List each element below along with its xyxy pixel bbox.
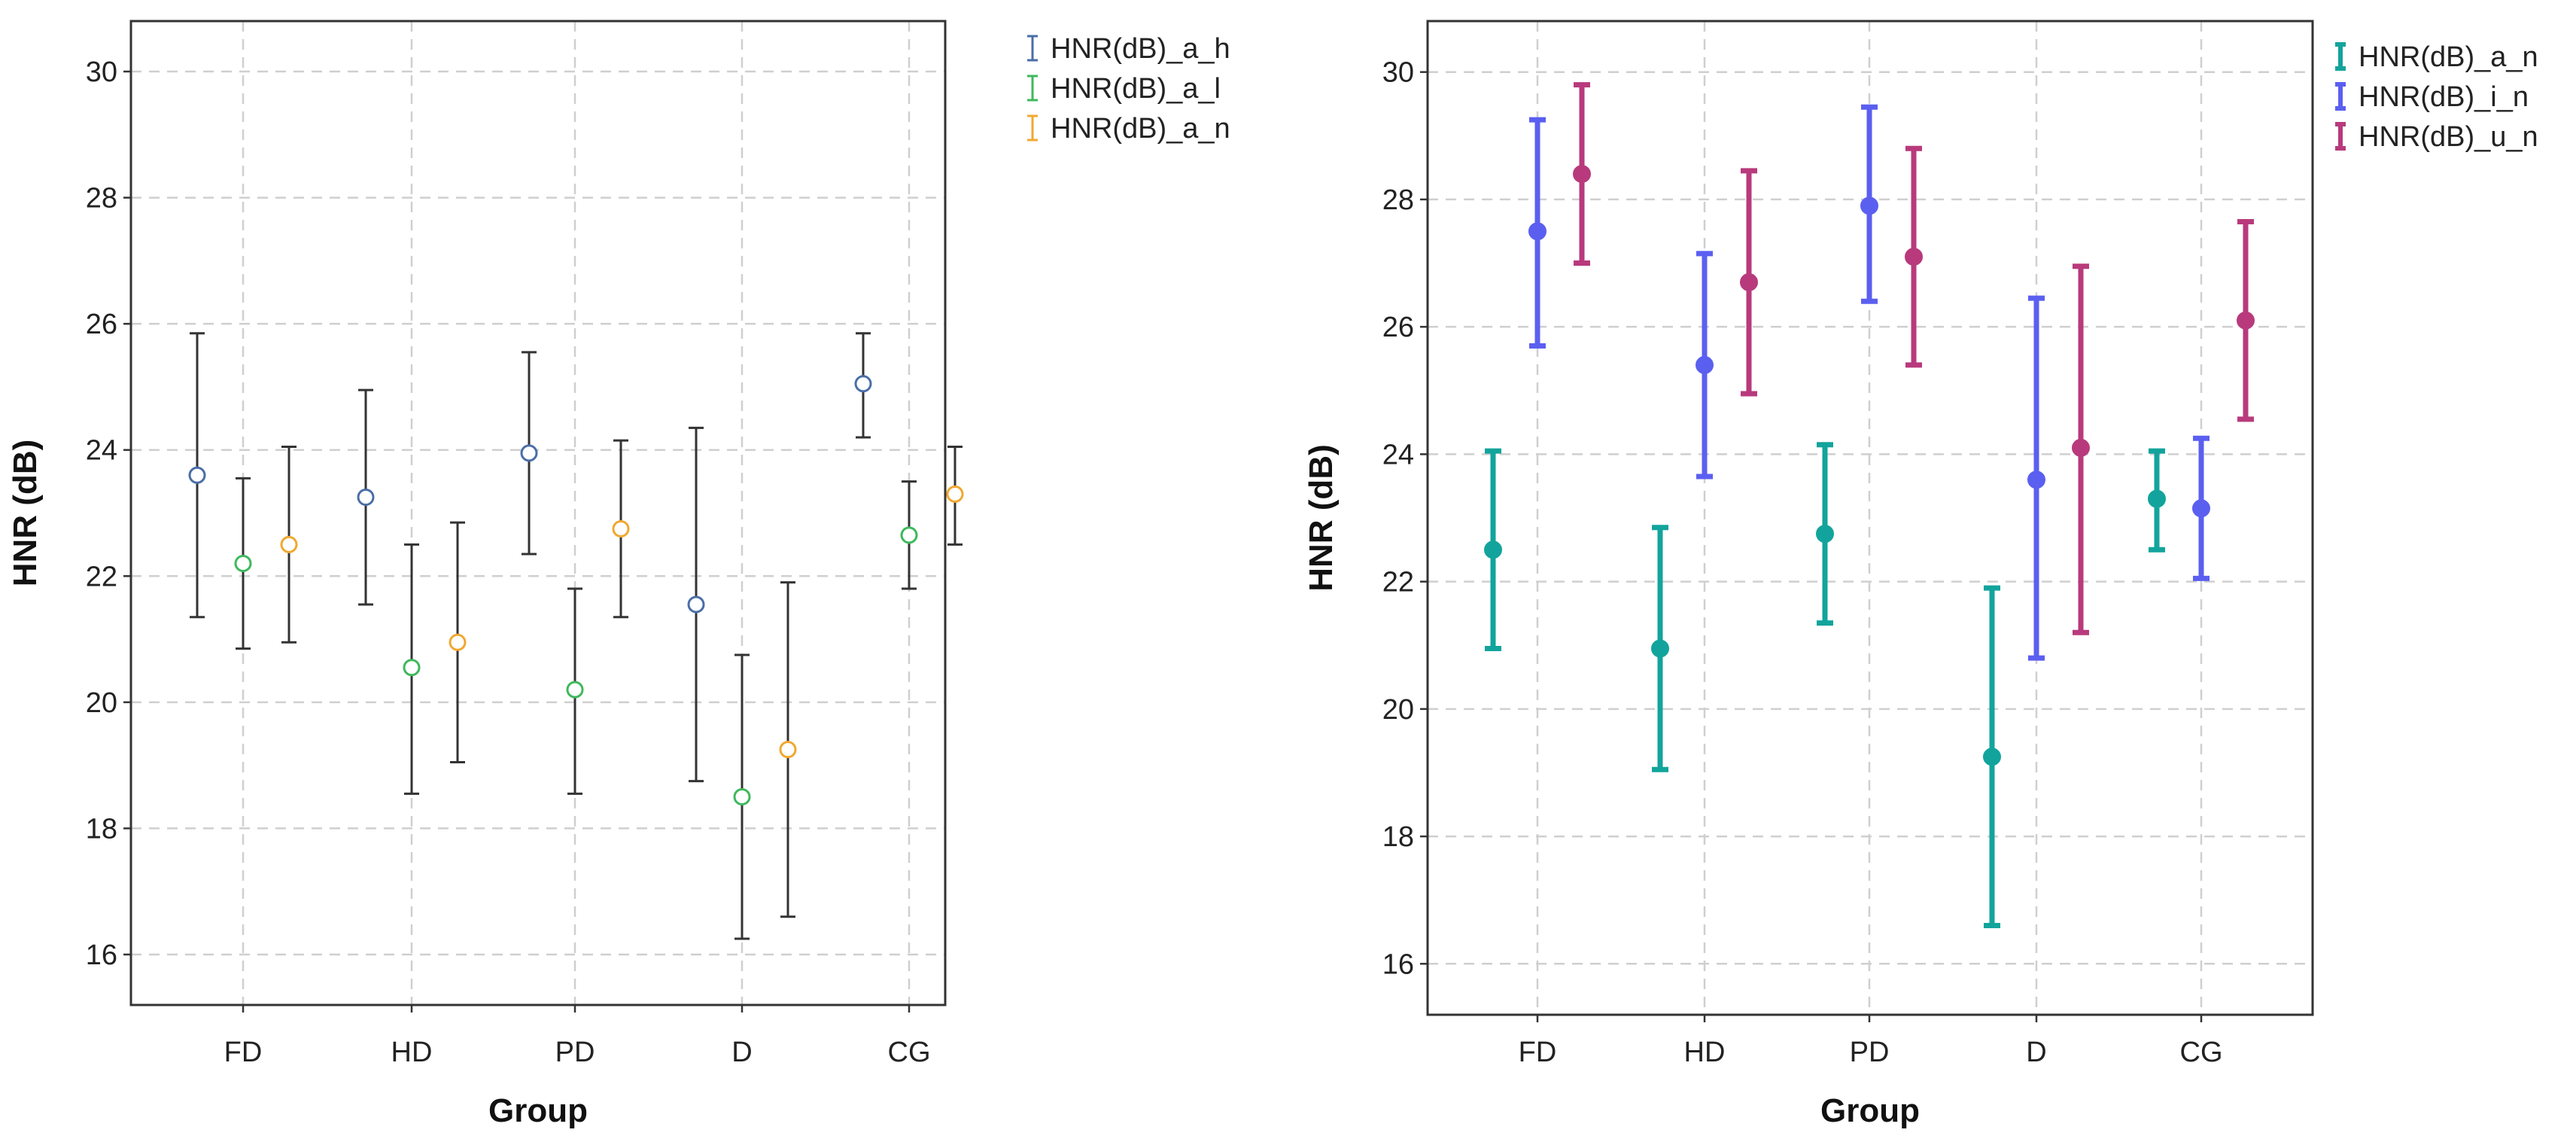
legend-label: HNR(dB)_a_n bbox=[2359, 41, 2538, 73]
y-tick-label: 28 bbox=[86, 183, 117, 215]
data-point bbox=[403, 659, 421, 677]
series-HNR(dB)_a_l bbox=[234, 477, 918, 940]
data-point bbox=[1651, 639, 1669, 658]
data-point bbox=[1696, 355, 1714, 374]
data-point bbox=[1573, 165, 1591, 184]
data-point bbox=[2148, 489, 2166, 508]
y-tick-label: 18 bbox=[1382, 821, 1414, 853]
data-point bbox=[733, 788, 751, 806]
data-point bbox=[2237, 311, 2255, 330]
y-tick-label: 16 bbox=[86, 939, 117, 971]
series-HNR(dB)_a_n bbox=[1484, 442, 2166, 929]
x-tick-label: HD bbox=[1684, 1037, 1726, 1068]
y-tick-label: 22 bbox=[86, 561, 117, 592]
x-tick-label: D bbox=[2026, 1037, 2046, 1068]
x-axis-title: Group bbox=[488, 1092, 588, 1129]
legend: HNR(dB)_a_n HNR(dB)_i_n HNR(dB)_u_n bbox=[2335, 41, 2538, 153]
series-HNR(dB)_i_n bbox=[1528, 104, 2210, 661]
legend-label: HNR(dB)_a_n bbox=[1051, 113, 1230, 145]
y-tick-label: 30 bbox=[86, 56, 117, 88]
plot-frame bbox=[1426, 20, 2314, 1016]
data-point bbox=[520, 444, 538, 462]
data-point bbox=[2027, 470, 2045, 489]
series-HNR(dB)_a_h bbox=[188, 332, 872, 783]
legend-label: HNR(dB)_i_n bbox=[2359, 81, 2529, 113]
x-tick-label: HD bbox=[391, 1037, 433, 1068]
y-tick-label: 24 bbox=[86, 435, 117, 467]
data-point bbox=[2192, 499, 2210, 518]
data-point bbox=[779, 741, 797, 759]
data-point bbox=[1484, 541, 1502, 559]
data-point bbox=[1905, 248, 1923, 266]
plot-frame bbox=[129, 20, 947, 1006]
data-point bbox=[1983, 748, 2001, 766]
legend-label: HNR(dB)_u_n bbox=[2359, 121, 2538, 153]
series-HNR(dB)_u_n bbox=[1573, 82, 2255, 635]
data-point bbox=[1816, 525, 1834, 544]
legend-label: HNR(dB)_a_h bbox=[1051, 33, 1230, 65]
x-tick-label: FD bbox=[224, 1037, 263, 1068]
data-point bbox=[1860, 196, 1878, 215]
data-point bbox=[280, 535, 298, 553]
data-point bbox=[1740, 273, 1758, 291]
x-tick-label: D bbox=[731, 1037, 752, 1068]
y-tick-label: 20 bbox=[86, 687, 117, 719]
data-point bbox=[2072, 438, 2090, 457]
y-tick-label: 20 bbox=[1382, 694, 1414, 726]
x-tick-label: PD bbox=[1850, 1037, 1890, 1068]
y-axis-title: HNR (dB) bbox=[1303, 444, 1340, 592]
data-point bbox=[687, 595, 705, 614]
y-tick-label: 28 bbox=[1382, 184, 1414, 216]
data-point bbox=[946, 485, 964, 503]
x-tick-label: CG bbox=[888, 1037, 931, 1068]
data-point bbox=[612, 519, 630, 537]
data-point bbox=[449, 633, 467, 651]
x-tick-label: FD bbox=[1519, 1037, 1557, 1068]
y-tick-label: 26 bbox=[86, 309, 117, 340]
x-tick-label: PD bbox=[555, 1037, 595, 1068]
data-point bbox=[1528, 222, 1547, 241]
y-axis-title: HNR (dB) bbox=[7, 440, 44, 587]
data-point bbox=[357, 489, 375, 507]
legend-label: HNR(dB)_a_l bbox=[1051, 73, 1221, 105]
legend: HNR(dB)_a_h HNR(dB)_a_l HNR(dB)_a_n bbox=[1027, 33, 1230, 145]
y-tick-label: 16 bbox=[1382, 949, 1414, 980]
y-tick-label: 18 bbox=[86, 813, 117, 845]
series-HNR(dB)_a_n bbox=[280, 439, 964, 918]
data-point bbox=[854, 375, 872, 393]
data-point bbox=[900, 526, 918, 544]
data-point bbox=[234, 555, 252, 573]
y-tick-label: 24 bbox=[1382, 439, 1414, 470]
y-tick-label: 30 bbox=[1382, 57, 1414, 89]
data-point bbox=[188, 466, 206, 484]
y-tick-label: 22 bbox=[1382, 567, 1414, 598]
data-point bbox=[566, 681, 584, 699]
x-tick-label: CG bbox=[2180, 1037, 2223, 1068]
plot-area bbox=[131, 21, 945, 1005]
x-axis-title: Group bbox=[1820, 1092, 1920, 1129]
y-tick-label: 26 bbox=[1382, 312, 1414, 343]
